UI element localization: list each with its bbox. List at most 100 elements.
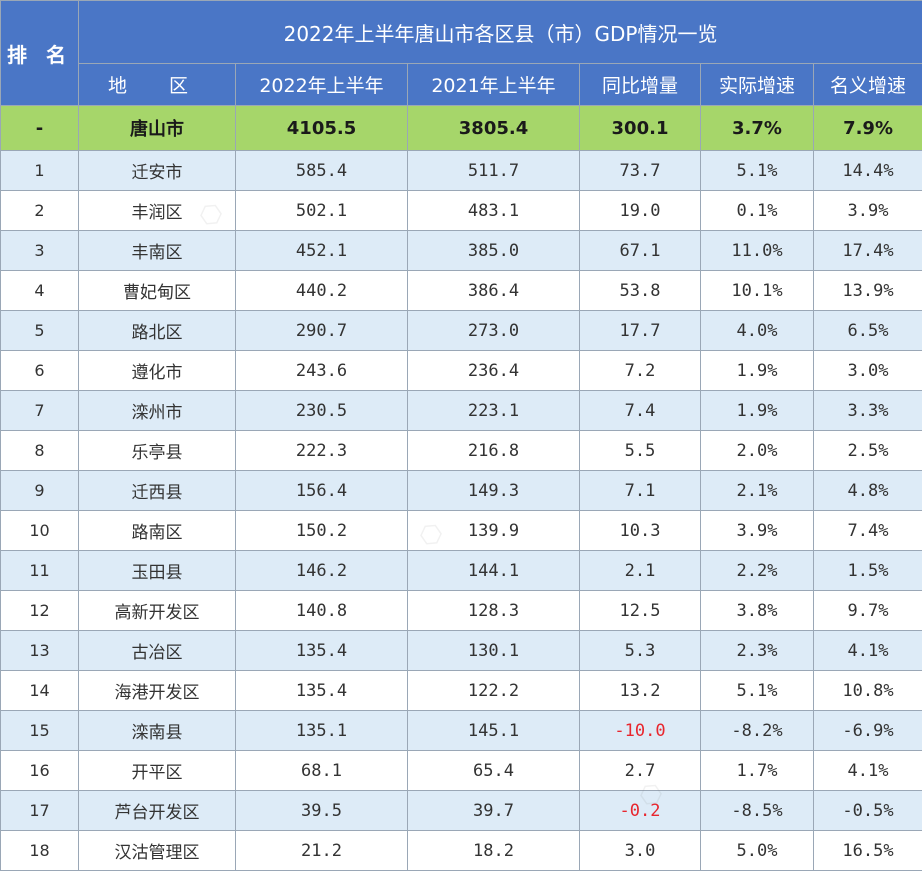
total-gdp-2021: 3805.4 bbox=[407, 105, 580, 151]
row-diff: 13.2 bbox=[579, 670, 701, 711]
row-diff: 7.1 bbox=[579, 470, 701, 511]
row-region: 滦南县 bbox=[78, 710, 236, 751]
row-gdp-2021: 128.3 bbox=[407, 590, 580, 631]
row-gdp-2021: 122.2 bbox=[407, 670, 580, 711]
row-region: 开平区 bbox=[78, 750, 236, 791]
row-diff: 3.0 bbox=[579, 830, 701, 871]
row-region: 高新开发区 bbox=[78, 590, 236, 631]
row-region: 玉田县 bbox=[78, 550, 236, 591]
table-row: 14 海港开发区 135.4 122.2 13.2 5.1% 10.8% bbox=[0, 670, 922, 711]
row-rank: 5 bbox=[0, 310, 79, 351]
table-row: 15 滦南县 135.1 145.1 -10.0 -8.2% -6.9% bbox=[0, 710, 922, 751]
row-rank: 13 bbox=[0, 630, 79, 671]
total-diff: 300.1 bbox=[579, 105, 701, 151]
row-nominal-growth: 17.4% bbox=[812, 230, 922, 271]
row-nominal-growth: -0.5% bbox=[812, 790, 922, 831]
row-region: 曹妃甸区 bbox=[78, 270, 236, 311]
row-real-growth: 3.8% bbox=[700, 590, 814, 631]
row-gdp-2022: 135.4 bbox=[235, 630, 408, 671]
row-gdp-2022: 452.1 bbox=[235, 230, 408, 271]
row-diff: 5.3 bbox=[579, 630, 701, 671]
row-region: 汉沽管理区 bbox=[78, 830, 236, 871]
row-real-growth: 2.3% bbox=[700, 630, 814, 671]
row-gdp-2022: 68.1 bbox=[235, 750, 408, 791]
row-gdp-2021: 385.0 bbox=[407, 230, 580, 271]
table-row: 7 滦州市 230.5 223.1 7.4 1.9% 3.3% bbox=[0, 390, 922, 431]
row-nominal-growth: 4.8% bbox=[812, 470, 922, 511]
row-rank: 10 bbox=[0, 510, 79, 551]
gdp-2022-header: 2022年上半年 bbox=[235, 63, 408, 106]
row-rank: 17 bbox=[0, 790, 79, 831]
row-rank: 9 bbox=[0, 470, 79, 511]
row-gdp-2022: 502.1 bbox=[235, 190, 408, 231]
row-diff: -10.0 bbox=[579, 710, 701, 751]
table-row: 5 路北区 290.7 273.0 17.7 4.0% 6.5% bbox=[0, 310, 922, 351]
total-real-growth: 3.7% bbox=[700, 105, 814, 151]
row-gdp-2022: 585.4 bbox=[235, 150, 408, 191]
row-nominal-growth: 14.4% bbox=[812, 150, 922, 191]
total-nominal-growth: 7.9% bbox=[812, 105, 922, 151]
row-diff: 7.2 bbox=[579, 350, 701, 391]
row-nominal-growth: 4.1% bbox=[812, 750, 922, 791]
region-header: 地 区 bbox=[78, 63, 236, 106]
row-gdp-2022: 146.2 bbox=[235, 550, 408, 591]
row-real-growth: 1.7% bbox=[700, 750, 814, 791]
row-region: 迁安市 bbox=[78, 150, 236, 191]
row-diff: 53.8 bbox=[579, 270, 701, 311]
row-gdp-2022: 290.7 bbox=[235, 310, 408, 351]
row-real-growth: 1.9% bbox=[700, 390, 814, 431]
row-rank: 11 bbox=[0, 550, 79, 591]
row-diff: -0.2 bbox=[579, 790, 701, 831]
table-row: 12 高新开发区 140.8 128.3 12.5 3.8% 9.7% bbox=[0, 590, 922, 631]
row-region: 路南区 bbox=[78, 510, 236, 551]
row-real-growth: -8.2% bbox=[700, 710, 814, 751]
row-nominal-growth: 6.5% bbox=[812, 310, 922, 351]
total-row: - 唐山市 4105.5 3805.4 300.1 3.7% 7.9% bbox=[0, 105, 922, 151]
row-real-growth: 2.0% bbox=[700, 430, 814, 471]
row-gdp-2021: 65.4 bbox=[407, 750, 580, 791]
total-region: 唐山市 bbox=[78, 105, 236, 151]
row-gdp-2021: 18.2 bbox=[407, 830, 580, 871]
row-nominal-growth: 7.4% bbox=[812, 510, 922, 551]
row-rank: 6 bbox=[0, 350, 79, 391]
table-row: 4 曹妃甸区 440.2 386.4 53.8 10.1% 13.9% bbox=[0, 270, 922, 311]
row-gdp-2021: 273.0 bbox=[407, 310, 580, 351]
table-row: 11 玉田县 146.2 144.1 2.1 2.2% 1.5% bbox=[0, 550, 922, 591]
row-gdp-2021: 139.9 bbox=[407, 510, 580, 551]
row-nominal-growth: 13.9% bbox=[812, 270, 922, 311]
row-nominal-growth: -6.9% bbox=[812, 710, 922, 751]
total-rank: - bbox=[0, 105, 79, 151]
row-gdp-2021: 223.1 bbox=[407, 390, 580, 431]
table-row: 9 迁西县 156.4 149.3 7.1 2.1% 4.8% bbox=[0, 470, 922, 511]
row-real-growth: 4.0% bbox=[700, 310, 814, 351]
row-real-growth: 1.9% bbox=[700, 350, 814, 391]
row-gdp-2021: 236.4 bbox=[407, 350, 580, 391]
row-gdp-2022: 222.3 bbox=[235, 430, 408, 471]
table-row: 18 汉沽管理区 21.2 18.2 3.0 5.0% 16.5% bbox=[0, 830, 922, 871]
row-gdp-2021: 130.1 bbox=[407, 630, 580, 671]
table-row: 1 迁安市 585.4 511.7 73.7 5.1% 14.4% bbox=[0, 150, 922, 191]
row-real-growth: 10.1% bbox=[700, 270, 814, 311]
row-nominal-growth: 1.5% bbox=[812, 550, 922, 591]
row-gdp-2021: 144.1 bbox=[407, 550, 580, 591]
row-region: 古冶区 bbox=[78, 630, 236, 671]
row-rank: 4 bbox=[0, 270, 79, 311]
row-rank: 7 bbox=[0, 390, 79, 431]
row-rank: 14 bbox=[0, 670, 79, 711]
row-gdp-2022: 150.2 bbox=[235, 510, 408, 551]
table-row: 16 开平区 68.1 65.4 2.7 1.7% 4.1% bbox=[0, 750, 922, 791]
row-real-growth: 5.1% bbox=[700, 670, 814, 711]
table-row: 10 路南区 150.2 139.9 10.3 3.9% 7.4% bbox=[0, 510, 922, 551]
row-region: 迁西县 bbox=[78, 470, 236, 511]
row-gdp-2022: 230.5 bbox=[235, 390, 408, 431]
row-diff: 17.7 bbox=[579, 310, 701, 351]
table-row: 13 古冶区 135.4 130.1 5.3 2.3% 4.1% bbox=[0, 630, 922, 671]
row-gdp-2022: 135.1 bbox=[235, 710, 408, 751]
table-title: 2022年上半年唐山市各区县（市）GDP情况一览 bbox=[77, 0, 922, 64]
row-nominal-growth: 16.5% bbox=[812, 830, 922, 871]
table-row: 17 芦台开发区 39.5 39.7 -0.2 -8.5% -0.5% bbox=[0, 790, 922, 831]
row-region: 乐亭县 bbox=[78, 430, 236, 471]
real-growth-header: 实际增速 bbox=[700, 63, 814, 106]
row-nominal-growth: 4.1% bbox=[812, 630, 922, 671]
row-diff: 10.3 bbox=[579, 510, 701, 551]
